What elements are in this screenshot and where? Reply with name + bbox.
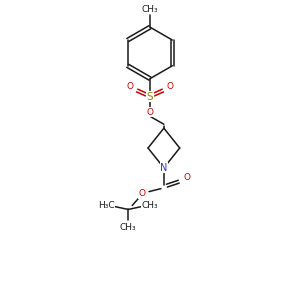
Text: N: N	[160, 163, 168, 173]
Text: O: O	[127, 82, 134, 91]
Text: O: O	[166, 82, 173, 91]
Text: O: O	[139, 189, 145, 198]
Text: CH₃: CH₃	[120, 223, 136, 232]
Text: S: S	[147, 92, 153, 101]
Text: H₃C: H₃C	[98, 201, 115, 210]
Text: CH₃: CH₃	[142, 5, 158, 14]
Text: O: O	[183, 173, 190, 182]
Text: O: O	[146, 108, 154, 117]
Text: CH₃: CH₃	[142, 201, 158, 210]
